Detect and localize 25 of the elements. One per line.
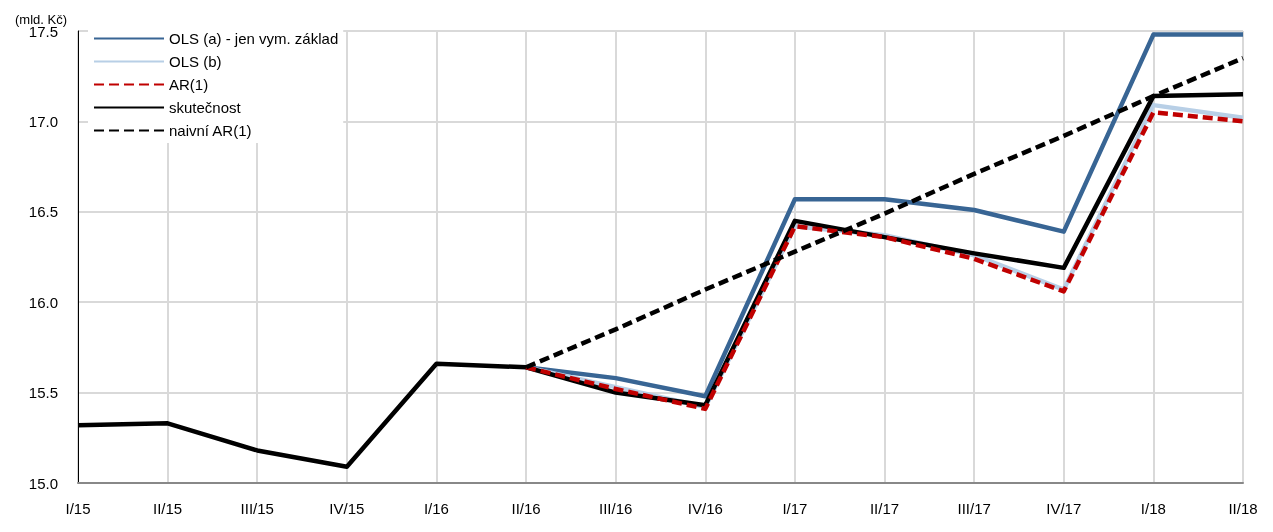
y-tick-label: 15.5 xyxy=(28,384,58,402)
x-tick-label: I/17 xyxy=(782,500,808,517)
x-tick-label: IV/15 xyxy=(329,500,365,517)
legend-label: OLS (a) - jen vym. základ xyxy=(169,30,339,47)
y-tick-label: 16.5 xyxy=(28,203,58,221)
x-tick-label: I/16 xyxy=(423,500,449,517)
x-tick-label: III/17 xyxy=(957,500,991,517)
legend-label: AR(1) xyxy=(169,76,209,93)
legend-label: skutečnost xyxy=(169,99,242,116)
x-tick-label: II/16 xyxy=(511,500,541,517)
y-tick-label: 17.0 xyxy=(28,112,58,130)
legend-label: OLS (b) xyxy=(169,53,222,70)
y-tick-label: 15.0 xyxy=(28,474,58,492)
y-axis-title: (mld. Kč) xyxy=(15,12,67,27)
x-tick-label: IV/16 xyxy=(687,500,723,517)
legend-label: naivní AR(1) xyxy=(169,122,252,139)
y-tick-label: 16.0 xyxy=(28,293,58,311)
x-tick-label: III/15 xyxy=(240,500,274,517)
x-tick-label: I/15 xyxy=(65,500,91,517)
x-tick-label: II/17 xyxy=(869,500,900,517)
x-tick-label: II/15 xyxy=(153,500,183,517)
x-tick-label: IV/17 xyxy=(1046,500,1082,517)
x-tick-label: III/16 xyxy=(599,500,633,517)
x-tick-label: I/18 xyxy=(1140,500,1166,517)
x-tick-label: II/18 xyxy=(1228,500,1258,517)
